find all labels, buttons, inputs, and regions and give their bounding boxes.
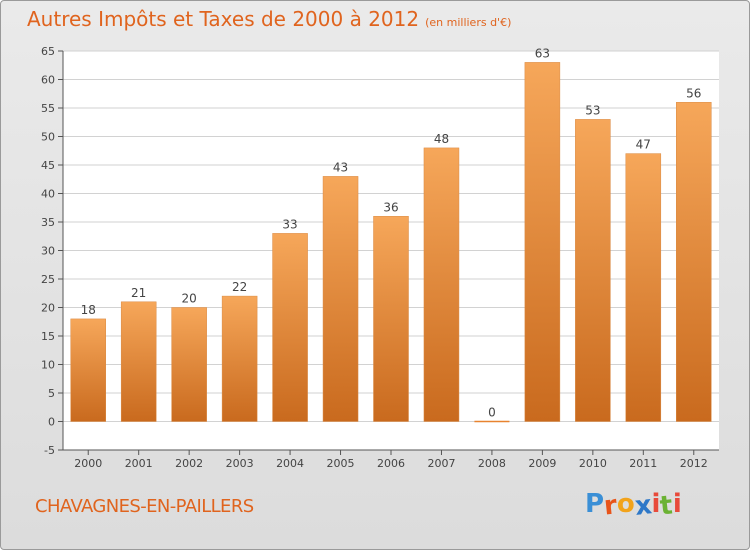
bar — [322, 176, 359, 422]
brand-letter: i — [672, 489, 682, 519]
data-label: 36 — [383, 200, 398, 214]
data-label: 63 — [535, 46, 550, 60]
x-tick-label: 2006 — [377, 457, 405, 470]
brand-letter: P — [585, 489, 605, 519]
y-tick-label: 30 — [41, 245, 55, 258]
bar — [171, 307, 207, 422]
brand-letter: o — [616, 489, 635, 519]
y-tick-label: 40 — [41, 188, 55, 201]
data-label: 0 — [488, 406, 496, 420]
brand-logo: Proxiti — [585, 489, 682, 522]
data-label: 53 — [585, 103, 600, 117]
data-label: 22 — [232, 280, 247, 294]
bar — [625, 153, 662, 422]
x-tick-label: 2008 — [478, 457, 506, 470]
x-tick-label: 2007 — [427, 457, 455, 470]
data-label: 56 — [686, 86, 701, 100]
x-tick-label: 2005 — [327, 457, 355, 470]
bars — [70, 62, 712, 423]
y-tick-label: -5 — [44, 444, 55, 457]
bar — [221, 295, 258, 422]
data-label: 18 — [81, 303, 96, 317]
y-tick-label: 25 — [41, 273, 55, 286]
y-tick-label: 10 — [41, 359, 55, 372]
y-tick-label: 0 — [48, 416, 55, 429]
data-label: 20 — [182, 292, 197, 306]
y-tick-label: 5 — [48, 387, 55, 400]
y-tick-label: 20 — [41, 302, 55, 315]
x-axis: 2000 2001 2002 2003 2004 2005 2006 2007 2008 2009… — [74, 450, 708, 470]
bar — [373, 216, 409, 422]
brand-letter: i — [651, 489, 661, 519]
bar — [676, 102, 712, 422]
chart-title-text: Autres Impôts et Taxes de 2000 à 2012 — [27, 7, 420, 31]
bar — [423, 147, 460, 422]
bar — [575, 119, 611, 422]
x-tick-label: 2009 — [528, 457, 556, 470]
bar — [70, 318, 106, 422]
x-tick-label: 2011 — [629, 457, 657, 470]
y-tick-label: 65 — [41, 45, 55, 58]
x-tick-label: 2000 — [74, 457, 102, 470]
bar — [120, 301, 157, 422]
y-tick-label: 15 — [41, 330, 55, 343]
bar — [524, 62, 561, 422]
x-tick-label: 2010 — [579, 457, 607, 470]
x-tick-label: 2002 — [175, 457, 203, 470]
data-label: 33 — [282, 217, 297, 231]
data-label: 48 — [434, 132, 449, 146]
y-tick-label: 55 — [41, 102, 55, 115]
data-label: 43 — [333, 160, 348, 174]
chart-subtitle: (en milliers d'€) — [425, 16, 512, 29]
x-tick-label: 2004 — [276, 457, 304, 470]
commune-name: CHAVAGNES-EN-PAILLERS — [35, 496, 254, 517]
y-tick-label: 45 — [41, 159, 55, 172]
brand-letter: x — [633, 490, 654, 522]
data-label: 47 — [636, 138, 651, 152]
chart-title: Autres Impôts et Taxes de 2000 à 2012 (en… — [27, 7, 511, 31]
data-labels: 18 21 20 22 33 43 36 48 0 63 53 47 56 — [81, 46, 702, 419]
y-tick-label: 60 — [41, 74, 55, 87]
x-tick-label: 2012 — [680, 457, 708, 470]
bar — [272, 233, 308, 422]
data-label: 21 — [131, 286, 146, 300]
y-tick-label: 35 — [41, 216, 55, 229]
y-tick-label: 50 — [41, 131, 55, 144]
x-tick-label: 2001 — [125, 457, 153, 470]
x-tick-label: 2003 — [226, 457, 254, 470]
